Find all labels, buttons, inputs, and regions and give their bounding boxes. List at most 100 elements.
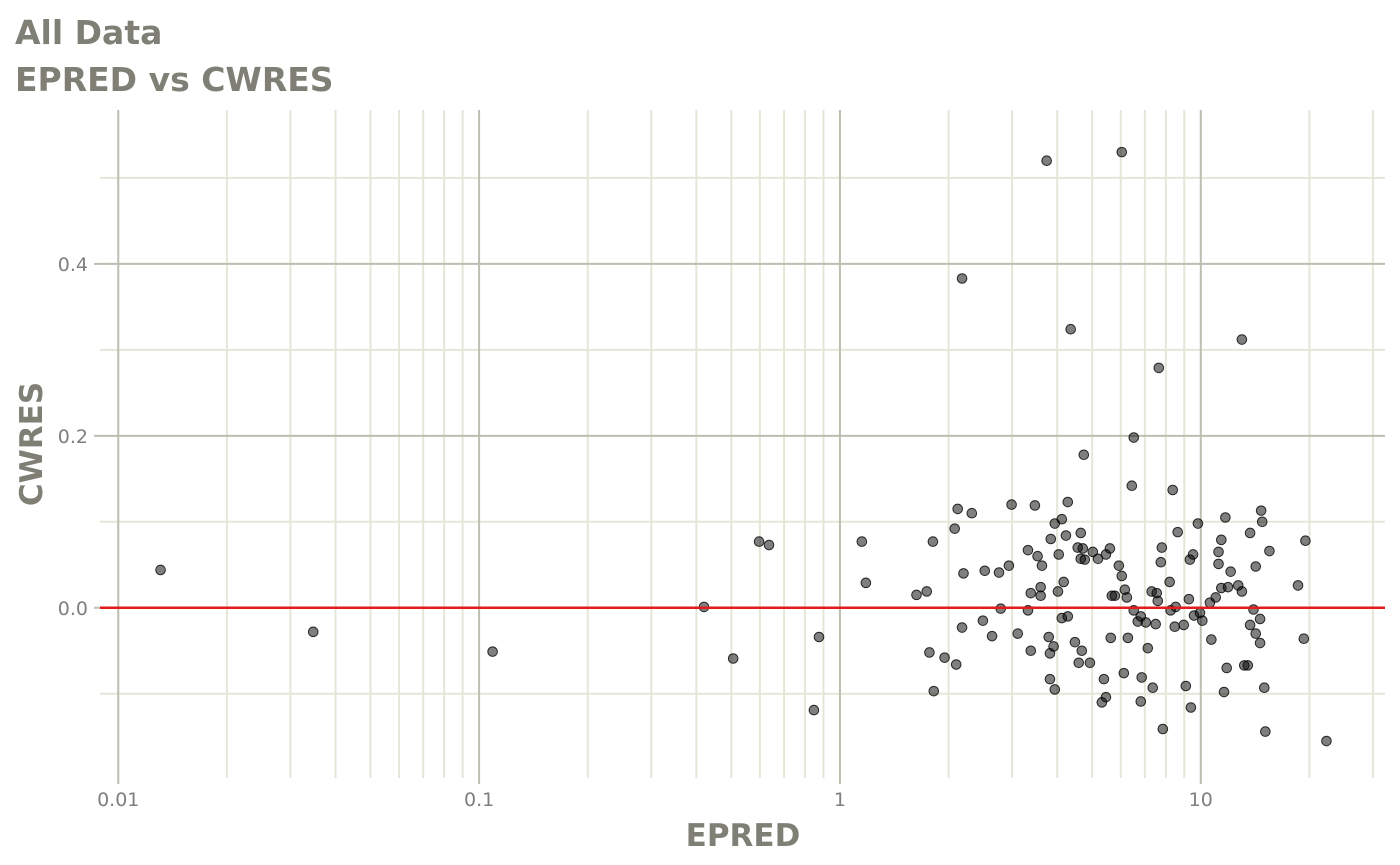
point [1140,617,1152,628]
point [1250,628,1262,639]
point [155,564,166,576]
point [1025,645,1037,657]
point [1221,662,1233,674]
point [958,568,969,579]
point [1100,691,1112,703]
point [1152,595,1164,607]
point [1109,590,1121,602]
point [1220,512,1231,523]
point [1156,542,1168,553]
point [979,565,991,577]
point [1206,634,1217,645]
point [1045,533,1057,545]
point [1210,592,1222,603]
point [1157,723,1169,735]
point [1079,554,1091,565]
point [939,652,950,663]
point [1244,619,1256,631]
point [1185,702,1197,713]
point [813,631,825,643]
point [1121,592,1133,603]
point [1180,680,1192,692]
point [1044,673,1056,685]
point [1172,526,1183,538]
point [1104,543,1116,554]
x-tick-label: 1 [834,789,846,811]
point [1092,553,1104,565]
marks [100,146,1385,747]
point [307,626,319,638]
point [1062,496,1074,508]
point [1254,613,1266,625]
point [1043,631,1055,643]
point [1078,449,1090,461]
chart-subtitle: EPRED vs CWRES [15,60,334,99]
point [1142,642,1154,654]
point [911,589,922,601]
point [1167,484,1179,496]
point [1075,527,1087,539]
point [1164,576,1175,588]
point [1032,550,1043,562]
point [808,704,820,716]
point [1321,735,1332,747]
point [1236,334,1248,345]
point [1147,682,1159,694]
point [1073,657,1085,669]
point [1213,558,1224,570]
chart-title: All Data [15,13,162,52]
x-tick-label: 10 [1189,789,1213,811]
point [860,577,872,589]
point [1135,696,1147,707]
point [1183,593,1195,605]
point [1029,500,1041,511]
point [927,536,939,547]
point [986,630,998,642]
point [727,653,739,664]
point [1084,657,1096,669]
point [1012,628,1024,639]
point [1187,549,1199,560]
point [1098,673,1110,685]
point [1192,518,1204,529]
point [1105,632,1117,644]
point [1118,667,1130,679]
point [966,507,978,519]
point [928,685,940,697]
point [1113,560,1125,571]
point [1264,545,1275,557]
point [1298,633,1310,645]
point [1178,619,1190,631]
point [1300,535,1311,547]
point [956,622,968,633]
point [952,503,963,515]
y-axis-label: CWRES [14,382,50,506]
point [1213,546,1224,558]
point [1006,499,1017,510]
point [1259,682,1270,694]
point [1218,686,1230,698]
point [763,539,775,551]
point [1216,534,1227,546]
point [1155,556,1167,568]
point [856,536,868,547]
y-tick-label: 0.4 [58,254,88,276]
point [1062,611,1074,622]
y-tick-label: 0.2 [58,426,88,448]
point [1053,549,1065,560]
x-tick-label: 0.01 [97,789,139,811]
point [1248,604,1259,615]
point [1049,684,1061,695]
y-tick-label: 0.0 [58,598,88,620]
point [1225,566,1236,577]
point [1077,543,1089,554]
point [1065,323,1076,335]
point [1244,527,1256,539]
point [1003,560,1015,571]
point [1116,146,1128,158]
point [1126,480,1138,491]
point [1022,544,1034,556]
point [1058,576,1070,588]
x-axis-label: EPRED [686,818,801,854]
